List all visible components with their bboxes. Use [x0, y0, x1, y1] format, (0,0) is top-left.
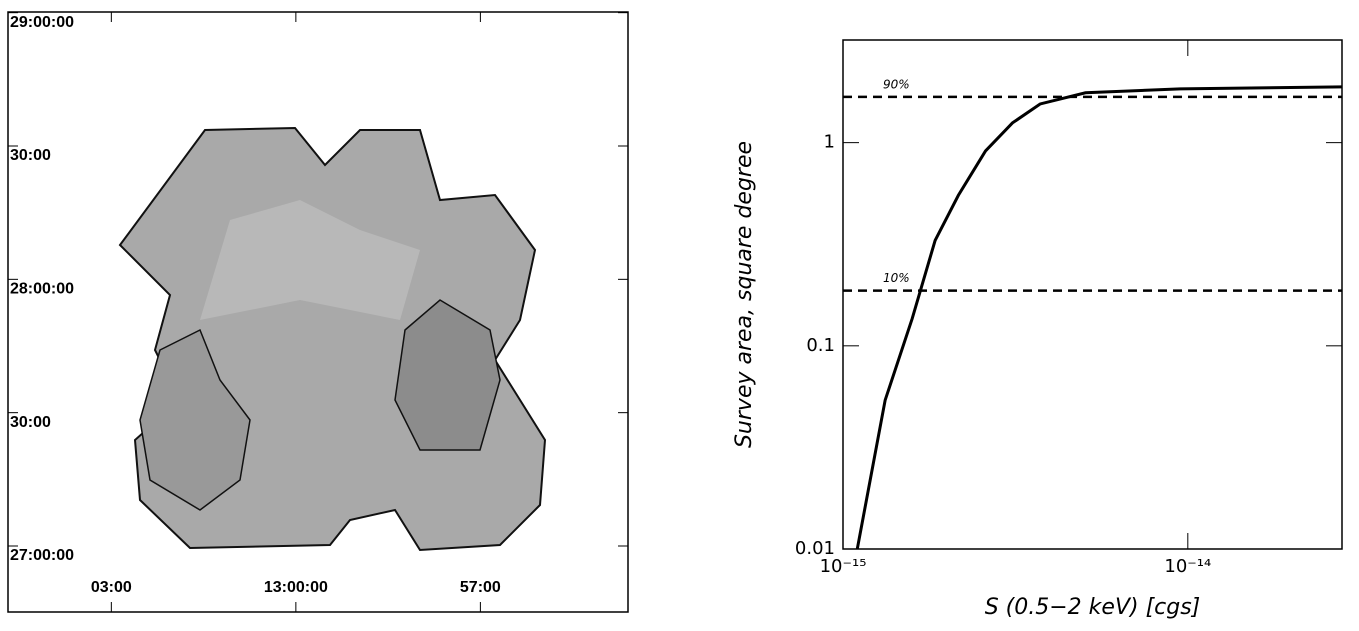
y-axis-label: Survey area, square degree — [732, 141, 757, 448]
curve — [857, 87, 1342, 549]
x-tick-label: 03:00 — [91, 579, 132, 596]
sky-map — [8, 12, 628, 612]
y-tick-label: 29:00:00 — [10, 14, 74, 31]
reference-label: 10% — [883, 271, 910, 285]
y-tick-label: 1 — [824, 132, 835, 153]
x-tick-label: 57:00 — [460, 579, 501, 596]
y-tick-label: 30:00 — [10, 414, 51, 431]
y-tick-label: 27:00:00 — [10, 547, 74, 564]
y-tick-label: 30:00 — [10, 147, 51, 164]
x-tick-label: 10⁻¹⁵ — [820, 556, 867, 577]
y-tick-label: 28:00:00 — [10, 281, 74, 298]
reference-label: 90% — [883, 77, 910, 91]
x-tick-label: 10⁻¹⁴ — [1164, 556, 1211, 577]
x-tick-label: 13:00:00 — [264, 579, 328, 596]
x-axis-label: S (0.5−2 keV) [cgs] — [985, 595, 1201, 620]
y-tick-label: 0.1 — [806, 335, 835, 356]
figure: 29:00:00 30:00 28:00:00 30:00 27:00:00 03:00 1… — [0, 0, 1359, 631]
